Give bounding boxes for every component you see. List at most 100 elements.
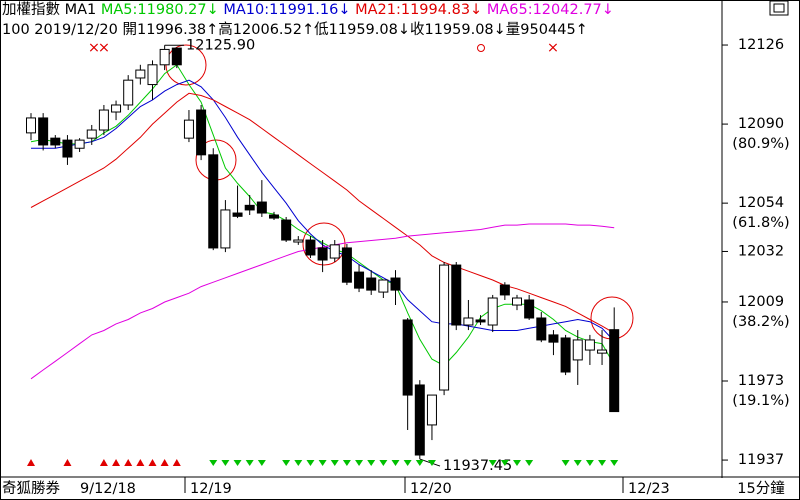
y-tick-label: 11937 [738, 452, 784, 468]
window-button[interactable] [769, 0, 789, 16]
buy-signal [148, 459, 157, 466]
candle-body [439, 264, 450, 391]
sell-signal [282, 460, 291, 466]
candle-body [244, 204, 255, 211]
candle-body [135, 69, 146, 79]
signal-x: × [547, 40, 559, 56]
source-label: 奇狐勝券 [2, 480, 60, 497]
y-tick-label: 12126 [738, 37, 784, 53]
sell-signal [209, 460, 218, 466]
candle-body [123, 79, 134, 106]
sell-signal [367, 460, 376, 466]
header-legend: 加權指數 MA1 MA5:11980.27↓ MA10:11991.16↓ MA… [2, 1, 614, 19]
sell-signal [391, 460, 400, 466]
candle-body [414, 384, 425, 456]
sell-signal [488, 460, 497, 466]
candle-body [402, 319, 413, 396]
signal-o [477, 44, 485, 52]
candle-body [281, 219, 292, 241]
candle-body [548, 334, 559, 343]
sell-signal [513, 460, 521, 466]
sell-signal [245, 460, 254, 466]
sell-signal [318, 460, 327, 466]
highlight-circle [302, 222, 346, 266]
buy-signal [124, 459, 133, 466]
candle-body [597, 349, 608, 354]
sell-signal [379, 460, 388, 466]
y-tick-label: 12054 [738, 195, 784, 211]
window-button-icon [773, 3, 785, 13]
sell-signal [403, 460, 412, 466]
candle-body [572, 339, 583, 361]
candle-body [111, 104, 122, 113]
candle-body [171, 47, 182, 66]
candle-body [475, 319, 486, 323]
sell-signal [427, 460, 436, 466]
legend-entry: MA65:12042.77↓ [486, 2, 614, 18]
y-tick-label: 12032 [738, 243, 784, 259]
sell-signal [525, 460, 534, 466]
candle-body [512, 297, 522, 306]
legend-entry: MA10:11991.16↓ [223, 2, 351, 18]
fib-label: (80.9%) [732, 136, 789, 152]
candle-body [98, 109, 109, 131]
sell-signal [598, 460, 607, 466]
candle-body [426, 394, 437, 426]
signal-x: × [88, 40, 100, 56]
candle-body [390, 277, 401, 291]
candle-body [220, 209, 231, 249]
candle-body [38, 117, 49, 146]
candle-body [487, 297, 498, 326]
fib-label: (38.2%) [732, 314, 789, 330]
sell-signal [342, 460, 351, 466]
sell-signal [233, 460, 242, 466]
sell-signal [306, 460, 315, 466]
date-label: 12/23 [628, 481, 670, 497]
period-label: 15分鐘 [737, 480, 785, 497]
sell-signal [561, 460, 570, 466]
candle-body [536, 317, 547, 341]
sell-signal [585, 460, 594, 466]
buy-signal [136, 459, 145, 466]
date-label: 9/12/18 [80, 481, 136, 497]
candle-body [463, 317, 474, 326]
candle-body [256, 201, 267, 214]
candle-body [50, 137, 61, 146]
fib-label: (19.1%) [732, 393, 789, 409]
buy-signal [160, 459, 169, 466]
sell-signal [573, 460, 582, 466]
candle-body [341, 247, 352, 283]
high-label: 12125.90 [186, 37, 255, 53]
candle-body [74, 139, 85, 149]
title: 加權指數 MA1 [2, 2, 97, 18]
candle-body [269, 214, 279, 219]
info-line: 100 2019/12/20 開11996.38↑高12006.52↑低1195… [2, 22, 588, 38]
buy-signal [63, 459, 72, 466]
sell-signal [257, 460, 266, 466]
candle-body [183, 119, 194, 139]
buy-signal [112, 459, 121, 466]
sell-signal [415, 460, 424, 466]
candle-body [196, 109, 207, 156]
candle-body [317, 247, 328, 261]
legend-entry: MA5:11980.27↓ [100, 2, 219, 18]
sell-signal [294, 460, 303, 466]
candle-body [86, 129, 97, 139]
buy-signal [99, 459, 108, 466]
y-tick-label: 11973 [738, 373, 784, 389]
date-label: 12/19 [190, 481, 232, 497]
candle-body [366, 277, 377, 291]
candle-body [305, 239, 316, 256]
buy-signal [27, 459, 35, 466]
y-tick-label: 12090 [738, 116, 784, 132]
sell-signal [330, 460, 339, 466]
candle-body [293, 239, 304, 243]
legend: MA5:11980.27↓ MA10:11991.16↓ MA21:11994.… [101, 2, 614, 18]
sell-signal [500, 460, 509, 466]
candle-body [232, 212, 243, 217]
candle-body [26, 117, 36, 134]
signal-x: × [98, 40, 110, 56]
